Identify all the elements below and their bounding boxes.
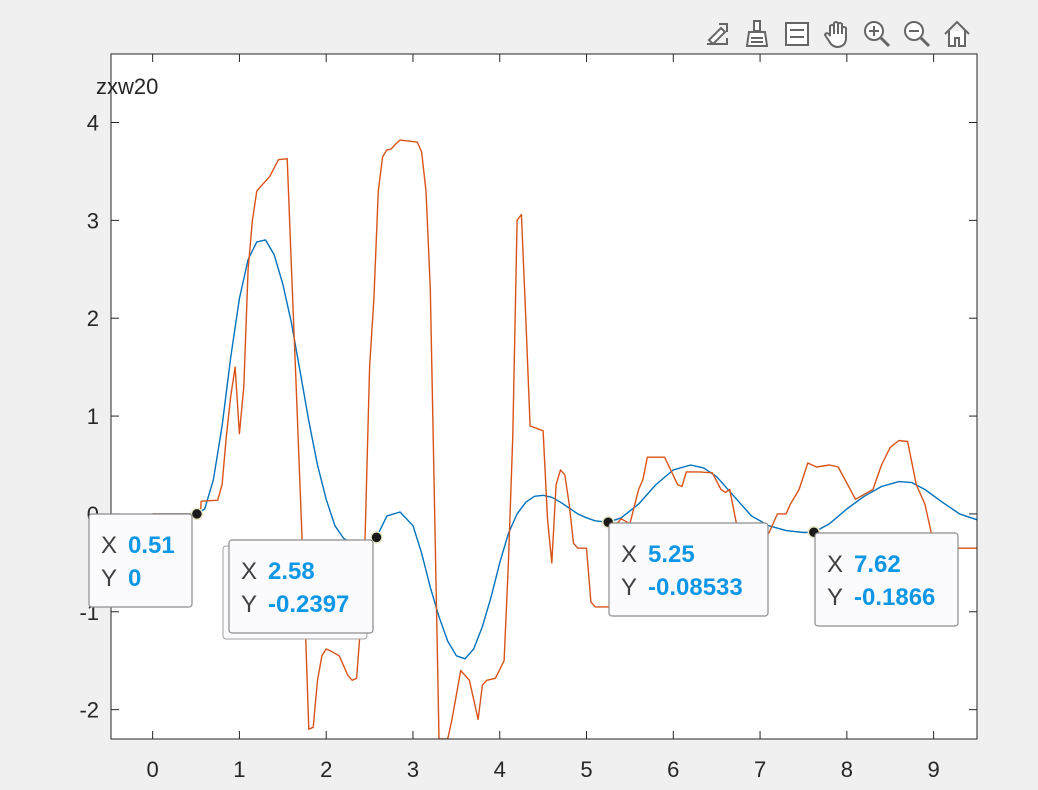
axes-toolbar: [698, 14, 978, 54]
datatip-value: -0.08533: [648, 574, 743, 601]
datatip-value: 2.58: [268, 558, 315, 585]
x-tick-label: 2: [320, 757, 332, 782]
legend-icon: [785, 22, 809, 46]
x-tick-label: 5: [580, 757, 592, 782]
datatip[interactable]: X 7.62 Y -0.1866: [814, 532, 959, 627]
datatip-box: [228, 539, 374, 634]
brush-icon: [745, 20, 769, 47]
y-tick-label: 3: [87, 208, 99, 233]
ylabel-top: zxw20: [96, 74, 158, 99]
x-tick-label: 6: [667, 757, 679, 782]
x-tick-label: 0: [147, 757, 159, 782]
x-tick-label: 4: [494, 757, 506, 782]
datatip[interactable]: X 2.58 Y -0.2397: [222, 539, 374, 640]
y-tick-label: 4: [87, 111, 99, 136]
datatip-value: 5.25: [648, 541, 695, 568]
zoom-out-icon: [904, 21, 931, 48]
datatip-box: [814, 532, 959, 627]
datatip[interactable]: X 5.25 Y -0.08533: [608, 522, 769, 617]
datatip-label: X: [621, 541, 637, 568]
brush-button[interactable]: [738, 15, 776, 53]
home-icon: [944, 20, 970, 47]
datatip-value: -0.2397: [268, 591, 349, 618]
datatip-value: 7.62: [854, 551, 901, 578]
pan-icon: [823, 21, 847, 49]
y-tick-label: 2: [87, 306, 99, 331]
datatip-marker[interactable]: [190, 507, 204, 521]
y-tick-label: -2: [79, 698, 99, 723]
y-tick-label: 1: [87, 404, 99, 429]
datatip-label: Y: [101, 565, 117, 592]
plot-area[interactable]: [152, 139, 977, 739]
zoom-in-button[interactable]: [858, 15, 896, 53]
datatip-label: X: [241, 558, 257, 585]
series-line-2[interactable]: [152, 139, 977, 739]
datatip-value: 0: [128, 565, 141, 592]
zoom-in-icon: [864, 21, 891, 48]
datatip-label: X: [827, 551, 843, 578]
datatip-box: [608, 522, 769, 617]
home-button[interactable]: [938, 15, 976, 53]
x-tick-label: 3: [407, 757, 419, 782]
datatip-value: 0.51: [128, 532, 175, 559]
datatip-marker[interactable]: [370, 531, 383, 544]
x-tick-label: 9: [927, 757, 939, 782]
x-tick-label: 1: [233, 757, 245, 782]
x-tick-label: 7: [754, 757, 766, 782]
datatip-label: Y: [621, 574, 637, 601]
datatip-value: -0.1866: [854, 584, 935, 611]
datatip-label: X: [101, 532, 117, 559]
datatip-label: Y: [241, 591, 257, 618]
pan-button[interactable]: [818, 15, 856, 53]
datatip-box: [88, 513, 193, 608]
series-line-1[interactable]: [152, 239, 977, 660]
x-tick-label: 8: [841, 757, 853, 782]
legend-button[interactable]: [778, 15, 816, 53]
datatip[interactable]: X 0.51 Y 0: [88, 513, 193, 608]
datatip-label: Y: [827, 584, 843, 611]
export-button[interactable]: [698, 15, 736, 53]
zoom-out-button[interactable]: [898, 15, 936, 53]
export-icon: [707, 23, 728, 46]
axes-box: [110, 53, 978, 740]
